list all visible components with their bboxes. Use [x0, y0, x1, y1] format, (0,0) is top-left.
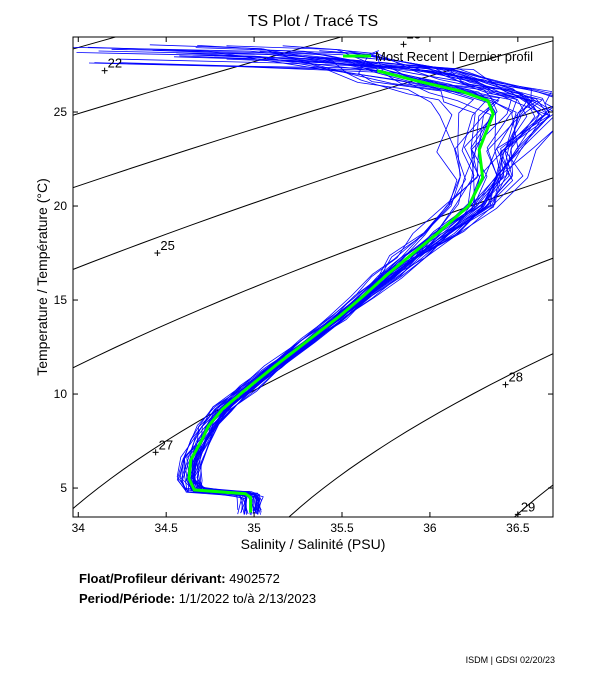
density-contour-26 — [73, 177, 553, 369]
contour-label: 22 — [108, 56, 122, 71]
profile-line — [192, 45, 540, 511]
x-axis-label: Salinity / Salinité (PSU) — [241, 536, 386, 552]
axes-box — [72, 36, 554, 518]
profile-line — [177, 55, 512, 513]
contour-label: 23 — [407, 26, 421, 41]
float-id: 4902572 — [229, 571, 280, 586]
profile-line — [192, 47, 519, 512]
profile-line — [73, 47, 551, 511]
plot-area: 22 23 25 27 28 29 — [73, 26, 553, 517]
profile-line — [197, 54, 513, 514]
profile-line — [149, 44, 501, 515]
profile-line — [196, 50, 517, 511]
profile-line — [176, 56, 458, 511]
profile-line — [185, 50, 476, 515]
footer-credit: ISDM | GDSI 02/20/23 — [465, 655, 555, 665]
profile-line — [182, 57, 489, 515]
profile-line — [176, 52, 492, 515]
x-tick-label: 35.5 — [330, 521, 354, 535]
y-axis-label: Temperature / Température (°C) — [34, 178, 50, 376]
x-tick-label: 35 — [247, 521, 261, 535]
profile-line — [192, 58, 498, 514]
y-tick-label: 15 — [54, 293, 68, 307]
density-contour-28 — [288, 353, 553, 517]
contour-label: 28 — [509, 370, 523, 385]
profile-line — [87, 46, 462, 514]
density-contour-27 — [73, 257, 553, 510]
period-start: 1/1/2022 — [178, 591, 230, 606]
x-tick-label: 36.5 — [506, 521, 530, 535]
profile-line — [98, 50, 540, 513]
chart-title: TS Plot / Tracé TS — [248, 13, 378, 30]
x-tick-label: 34.5 — [155, 521, 179, 535]
period-info: Period/Période: 1/1/2022 to/à 2/13/2023 — [79, 591, 316, 606]
y-tick-label: 20 — [54, 199, 68, 213]
plot-group: 22 23 25 27 28 29 34 34.5 35 35.5 36 36.5 5 10 15 20 25 M… — [54, 26, 554, 535]
float-info: Float/Profileur dérivant: 4902572 — [79, 571, 280, 586]
profile-line — [179, 45, 500, 515]
profile-line — [186, 55, 533, 516]
density-contour-24 — [73, 40, 553, 189]
profile-line — [118, 62, 496, 511]
float-label: Float/Profileur dérivant: — [79, 571, 226, 586]
most-recent-profile-line — [187, 69, 495, 513]
contour-label: 29 — [521, 499, 535, 514]
profile-line — [94, 62, 502, 515]
contour-label: 25 — [160, 238, 174, 253]
contour-label: 27 — [159, 437, 173, 452]
profile-line — [192, 49, 533, 511]
x-tick-label: 34 — [72, 521, 86, 535]
profile-line — [176, 45, 475, 510]
density-contour-23 — [73, 37, 343, 116]
density-contour-22 — [73, 37, 118, 50]
profile-line — [196, 61, 553, 515]
period-to: to/à — [232, 591, 255, 606]
legend-label: Most Recent | Dernier profil — [375, 49, 533, 64]
period-end: 2/13/2023 — [258, 591, 317, 606]
profile-line — [190, 60, 527, 514]
y-tick-label: 25 — [54, 105, 68, 119]
x-tick-label: 36 — [423, 521, 437, 535]
profile-line — [118, 58, 544, 511]
period-label: Period/Période: — [79, 591, 176, 606]
y-tick-label: 10 — [54, 387, 68, 401]
y-tick-label: 5 — [60, 481, 67, 495]
